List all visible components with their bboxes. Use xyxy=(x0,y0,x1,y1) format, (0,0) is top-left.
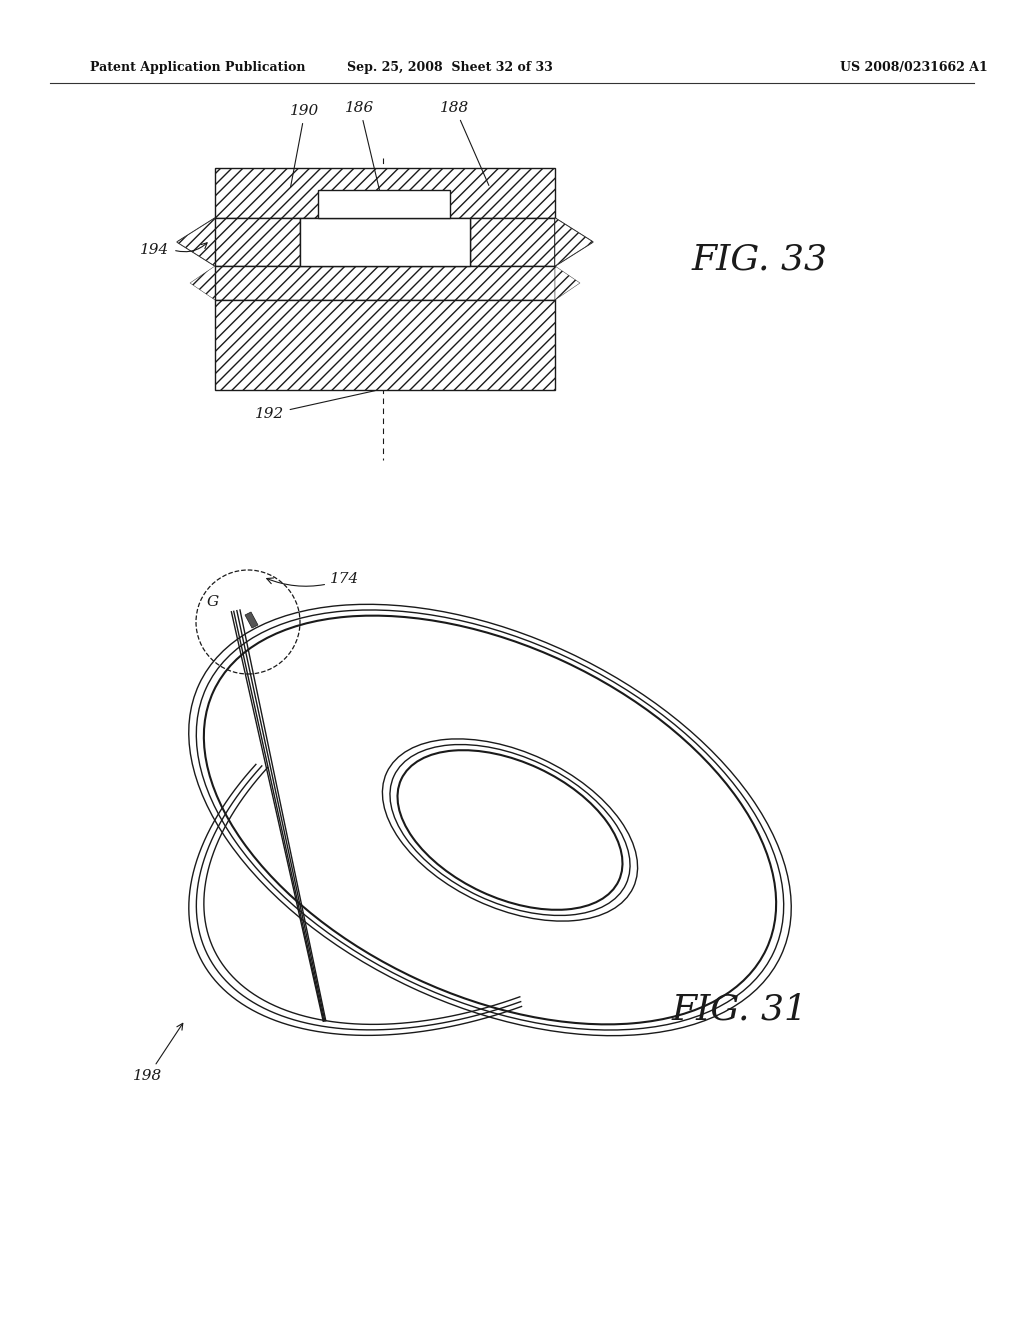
Text: 194: 194 xyxy=(140,243,170,257)
Text: FIG. 33: FIG. 33 xyxy=(692,243,828,277)
Text: 192: 192 xyxy=(255,391,375,421)
Bar xyxy=(215,218,300,267)
Bar xyxy=(215,300,555,389)
Ellipse shape xyxy=(196,607,784,1032)
Polygon shape xyxy=(177,218,215,267)
Polygon shape xyxy=(190,267,215,300)
Text: Sep. 25, 2008  Sheet 32 of 33: Sep. 25, 2008 Sheet 32 of 33 xyxy=(347,62,553,74)
Bar xyxy=(470,218,555,267)
Bar xyxy=(215,267,555,300)
Text: 190: 190 xyxy=(291,104,319,187)
Ellipse shape xyxy=(397,750,623,909)
Bar xyxy=(300,218,470,267)
Bar xyxy=(215,168,555,218)
Text: 198: 198 xyxy=(133,1023,182,1082)
Polygon shape xyxy=(555,267,580,300)
Polygon shape xyxy=(555,218,593,267)
Text: 186: 186 xyxy=(345,102,382,202)
Polygon shape xyxy=(245,612,258,628)
Text: US 2008/0231662 A1: US 2008/0231662 A1 xyxy=(840,62,988,74)
Bar xyxy=(318,190,450,218)
Text: Patent Application Publication: Patent Application Publication xyxy=(90,62,305,74)
Text: G: G xyxy=(207,595,219,609)
Polygon shape xyxy=(177,218,215,267)
Polygon shape xyxy=(555,218,593,267)
Text: FIG. 31: FIG. 31 xyxy=(672,993,808,1027)
Text: 174: 174 xyxy=(266,572,359,586)
Text: 188: 188 xyxy=(440,102,488,185)
